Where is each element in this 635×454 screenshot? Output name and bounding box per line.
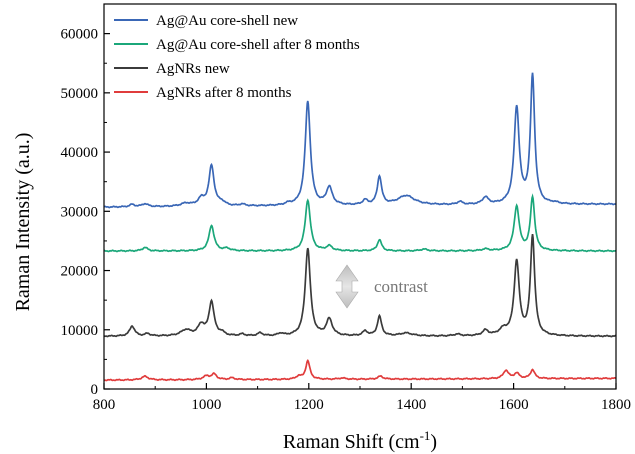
x-tick-label: 1200 [294, 397, 324, 413]
series-line-4 [103, 358, 617, 382]
y-tick-label: 30000 [61, 204, 99, 220]
contrast-label: contrast [374, 277, 428, 296]
series-layer [103, 72, 617, 382]
legend-label-3: AgNRs new [156, 61, 230, 77]
y-tick-label: 0 [91, 382, 99, 398]
x-tick-label: 1800 [601, 397, 631, 413]
legend-label-4: AgNRs after 8 months [156, 85, 292, 101]
series-line-1 [103, 72, 617, 209]
legend: Ag@Au core-shell new Ag@Au core-shell aft… [114, 13, 360, 101]
y-tick-label: 20000 [61, 264, 99, 280]
x-tick-label: 800 [93, 397, 116, 413]
x-tick-label: 1600 [499, 397, 529, 413]
legend-label-1: Ag@Au core-shell new [156, 13, 298, 29]
x-axis-title-sup: -1 [420, 428, 431, 443]
annotation: contrast [335, 264, 428, 309]
y-tick-label: 60000 [61, 27, 99, 43]
x-tick-label: 1400 [396, 397, 426, 413]
x-axis-title-main: Raman Shift (cm [283, 431, 420, 453]
y-tick-label: 10000 [61, 323, 99, 339]
y-tick-label: 50000 [61, 86, 99, 102]
y-axis-title: Raman Intensity (a.u.) [12, 133, 34, 312]
x-axis-title-end: ) [430, 431, 437, 453]
y-tick-label: 40000 [61, 145, 99, 161]
legend-label-2: Ag@Au core-shell after 8 months [156, 37, 360, 53]
series-line-3 [103, 234, 617, 338]
axes-layer: 800 1000 1200 1400 1600 1800 0 10000 20000 30000 4… [61, 3, 631, 413]
x-tick-label: 1000 [191, 397, 221, 413]
series-line-2 [103, 193, 617, 253]
x-axis-title: Raman Shift (cm-1) [283, 428, 437, 453]
contrast-arrow-icon [335, 264, 359, 309]
